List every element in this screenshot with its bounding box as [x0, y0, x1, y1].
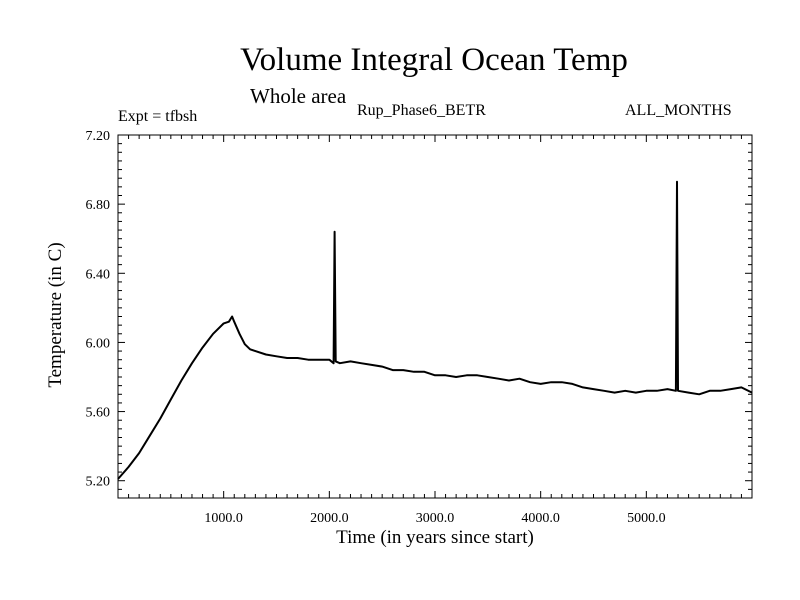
y-tick-label: 5.20 [86, 475, 111, 490]
chart-title: Volume Integral Ocean Temp [240, 42, 628, 78]
y-tick-label: 5.60 [86, 406, 111, 421]
y-tick-label: 6.40 [86, 267, 111, 282]
y-tick-label: 6.00 [86, 336, 111, 351]
x-tick-label: 4000.0 [521, 511, 560, 526]
plot-frame [117, 134, 753, 499]
run-label: Rup_Phase6_BETR [357, 102, 486, 119]
months-label: ALL_MONTHS [625, 102, 732, 119]
chart-subtitle: Whole area [250, 84, 347, 108]
x-tick-label: 1000.0 [204, 511, 243, 526]
y-tick-label: 6.80 [86, 198, 111, 213]
x-axis-label: Time (in years since start) [336, 527, 534, 548]
x-tick-label: 2000.0 [310, 511, 349, 526]
x-axis: 1000.0 2000.0 3000.0 4000.0 5000.0 [128, 135, 742, 526]
experiment-label: Expt = tfbsh [118, 108, 198, 125]
x-tick-label: 5000.0 [627, 511, 666, 526]
temperature-series-line [117, 180, 753, 480]
y-axis: 5.20 5.60 6.00 6.40 6.80 7.20 [86, 129, 752, 499]
x-tick-label: 3000.0 [416, 511, 455, 526]
y-tick-label: 7.20 [86, 129, 111, 144]
